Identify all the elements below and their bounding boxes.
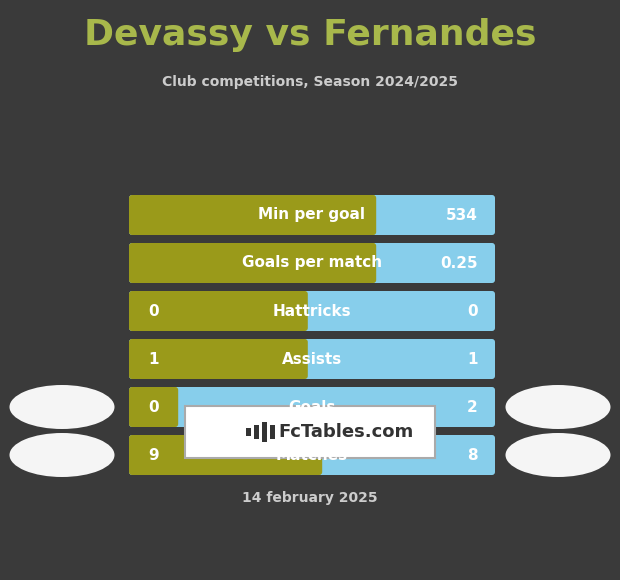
- FancyBboxPatch shape: [129, 387, 178, 427]
- Text: 0: 0: [148, 400, 159, 415]
- FancyBboxPatch shape: [254, 425, 259, 439]
- Text: Devassy vs Fernandes: Devassy vs Fernandes: [84, 18, 536, 52]
- Text: 14 february 2025: 14 february 2025: [242, 491, 378, 505]
- Ellipse shape: [505, 385, 611, 429]
- FancyBboxPatch shape: [129, 339, 308, 379]
- Text: Matches: Matches: [276, 448, 348, 462]
- Text: Goals: Goals: [288, 400, 335, 415]
- FancyBboxPatch shape: [361, 246, 373, 280]
- FancyBboxPatch shape: [293, 294, 305, 328]
- FancyBboxPatch shape: [262, 422, 267, 442]
- Text: Hattricks: Hattricks: [273, 303, 352, 318]
- Ellipse shape: [9, 433, 115, 477]
- FancyBboxPatch shape: [129, 243, 495, 283]
- FancyBboxPatch shape: [129, 243, 376, 283]
- FancyBboxPatch shape: [361, 198, 373, 232]
- Text: 0: 0: [148, 303, 159, 318]
- Text: 2: 2: [467, 400, 478, 415]
- Text: 534: 534: [446, 208, 478, 223]
- Text: 1: 1: [467, 351, 478, 367]
- FancyBboxPatch shape: [246, 428, 250, 436]
- FancyBboxPatch shape: [293, 342, 305, 376]
- Text: 0: 0: [467, 303, 478, 318]
- Ellipse shape: [9, 385, 115, 429]
- Ellipse shape: [505, 433, 611, 477]
- FancyBboxPatch shape: [129, 339, 495, 379]
- FancyBboxPatch shape: [307, 438, 319, 472]
- Text: 8: 8: [467, 448, 478, 462]
- FancyBboxPatch shape: [185, 406, 435, 458]
- FancyBboxPatch shape: [129, 195, 376, 235]
- FancyBboxPatch shape: [129, 435, 495, 475]
- FancyBboxPatch shape: [163, 390, 175, 424]
- Text: Club competitions, Season 2024/2025: Club competitions, Season 2024/2025: [162, 75, 458, 89]
- Text: Min per goal: Min per goal: [259, 208, 366, 223]
- Text: 9: 9: [148, 448, 159, 462]
- FancyBboxPatch shape: [129, 435, 322, 475]
- Text: FcTables.com: FcTables.com: [278, 423, 414, 441]
- Text: 0.25: 0.25: [440, 256, 478, 270]
- Text: Assists: Assists: [282, 351, 342, 367]
- Text: Goals per match: Goals per match: [242, 256, 382, 270]
- FancyBboxPatch shape: [129, 291, 308, 331]
- FancyBboxPatch shape: [129, 387, 495, 427]
- FancyBboxPatch shape: [129, 291, 495, 331]
- FancyBboxPatch shape: [270, 425, 275, 439]
- FancyBboxPatch shape: [129, 195, 495, 235]
- Text: 1: 1: [148, 351, 159, 367]
